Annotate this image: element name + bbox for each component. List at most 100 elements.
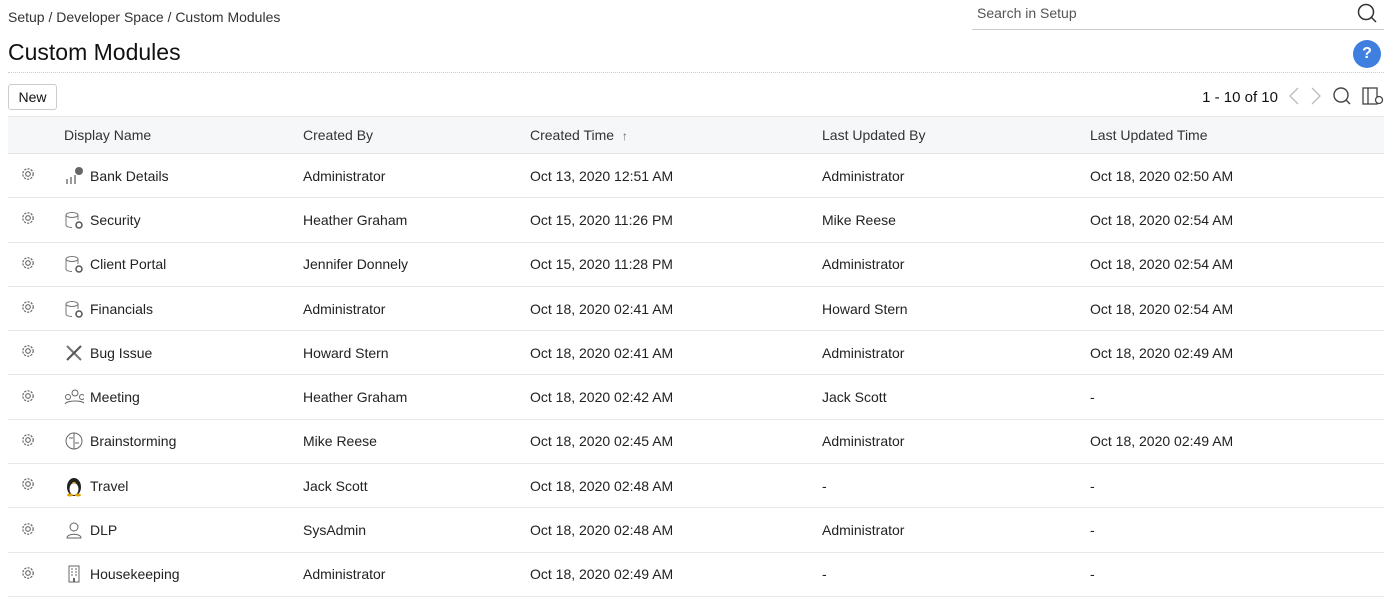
module-name[interactable]: Client Portal bbox=[90, 256, 167, 273]
modules-table: Display Name Created By Created Time ↑ L… bbox=[8, 116, 1384, 597]
table-row[interactable]: Security Heather Graham Oct 15, 2020 11:… bbox=[8, 197, 1384, 243]
header-last-updated-by[interactable]: Last Updated By bbox=[822, 116, 1090, 154]
module-name[interactable]: Travel bbox=[90, 477, 129, 494]
created-time: Oct 18, 2020 02:45 AM bbox=[530, 419, 822, 465]
last-updated-time: - bbox=[1090, 374, 1384, 420]
module-name[interactable]: Financials bbox=[90, 300, 154, 317]
search-input[interactable] bbox=[977, 0, 1347, 26]
last-updated-by: Administrator bbox=[822, 330, 1090, 376]
table-row[interactable]: Financials Administrator Oct 18, 2020 02… bbox=[8, 286, 1384, 332]
tools-icon bbox=[64, 343, 84, 363]
module-name[interactable]: DLP bbox=[90, 522, 118, 539]
last-updated-by: Jack Scott bbox=[822, 374, 1090, 420]
table-header: Display Name Created By Created Time ↑ L… bbox=[8, 116, 1384, 154]
chevron-right-icon[interactable] bbox=[1310, 86, 1322, 109]
table-row[interactable]: Bug Issue Howard Stern Oct 18, 2020 02:4… bbox=[8, 330, 1384, 376]
page-title: Custom Modules bbox=[8, 39, 181, 65]
gear-icon[interactable] bbox=[20, 345, 36, 362]
table-row[interactable]: Client Portal Jennifer Donnely Oct 15, 2… bbox=[8, 242, 1384, 287]
penguin-icon bbox=[64, 476, 84, 497]
module-name[interactable]: Security bbox=[90, 211, 141, 228]
created-time: Oct 18, 2020 02:41 AM bbox=[530, 330, 822, 376]
created-by: Administrator bbox=[303, 552, 530, 597]
search-icon[interactable] bbox=[1332, 86, 1352, 109]
gear-icon[interactable] bbox=[20, 434, 36, 451]
created-time: Oct 18, 2020 02:42 AM bbox=[530, 374, 822, 420]
created-time: Oct 18, 2020 02:49 AM bbox=[530, 552, 822, 597]
last-updated-time: Oct 18, 2020 02:49 AM bbox=[1090, 419, 1384, 465]
created-time: Oct 15, 2020 11:26 PM bbox=[530, 197, 822, 243]
header-created-time[interactable]: Created Time ↑ bbox=[530, 116, 822, 154]
module-name[interactable]: Housekeeping bbox=[90, 566, 180, 583]
search-setup bbox=[972, 0, 1384, 30]
created-time: Oct 18, 2020 02:48 AM bbox=[530, 463, 822, 509]
header-label: Created Time bbox=[530, 127, 615, 143]
gear-icon[interactable] bbox=[20, 212, 36, 229]
new-button[interactable]: New bbox=[8, 84, 57, 110]
gear-icon[interactable] bbox=[20, 478, 36, 495]
created-time: Oct 13, 2020 12:51 AM bbox=[530, 153, 822, 199]
pagination: 1 - 10 of 10 bbox=[1202, 86, 1384, 109]
created-by: Howard Stern bbox=[303, 330, 530, 376]
created-by: Jack Scott bbox=[303, 463, 530, 509]
last-updated-time: Oct 18, 2020 02:54 AM bbox=[1090, 242, 1384, 287]
last-updated-by: - bbox=[822, 463, 1090, 509]
help-icon[interactable]: ? bbox=[1353, 40, 1381, 68]
gear-icon[interactable] bbox=[20, 522, 36, 540]
last-updated-time: Oct 18, 2020 02:50 AM bbox=[1090, 153, 1384, 199]
chevron-left-icon[interactable] bbox=[1288, 86, 1300, 109]
sort-ascending-icon[interactable]: ↑ bbox=[621, 129, 628, 143]
header-created-by[interactable]: Created By bbox=[303, 116, 530, 154]
last-updated-by: Administrator bbox=[822, 153, 1090, 199]
database-gear-icon bbox=[64, 254, 84, 274]
building-icon bbox=[64, 564, 84, 584]
divider bbox=[8, 72, 1384, 73]
module-name[interactable]: Meeting bbox=[90, 389, 140, 406]
table-row[interactable]: Bank Details Administrator Oct 13, 2020 … bbox=[8, 153, 1384, 199]
created-by: Administrator bbox=[303, 286, 530, 332]
database-gear-icon bbox=[64, 210, 84, 230]
last-updated-time: Oct 18, 2020 02:49 AM bbox=[1090, 330, 1384, 376]
header-last-updated-time[interactable]: Last Updated Time bbox=[1090, 116, 1384, 154]
search-icon[interactable] bbox=[1356, 2, 1378, 27]
module-name[interactable]: Bug Issue bbox=[90, 344, 153, 361]
gear-icon[interactable] bbox=[20, 567, 36, 584]
last-updated-time: - bbox=[1090, 552, 1384, 597]
created-time: Oct 18, 2020 02:41 AM bbox=[530, 286, 822, 332]
gear-icon[interactable] bbox=[20, 168, 36, 185]
table-row[interactable]: Travel Jack Scott Oct 18, 2020 02:48 AM … bbox=[8, 463, 1384, 509]
module-name[interactable]: Brainstorming bbox=[90, 433, 177, 450]
user-icon bbox=[64, 520, 84, 540]
created-by: Mike Reese bbox=[303, 419, 530, 465]
last-updated-by: Howard Stern bbox=[822, 286, 1090, 332]
last-updated-by: Administrator bbox=[822, 242, 1090, 287]
record-count: 1 - 10 of 10 bbox=[1202, 89, 1278, 106]
last-updated-by: Administrator bbox=[822, 419, 1090, 465]
created-by: Heather Graham bbox=[303, 374, 530, 420]
created-by: Heather Graham bbox=[303, 197, 530, 243]
gear-icon[interactable] bbox=[20, 256, 36, 274]
module-name[interactable]: Bank Details bbox=[90, 167, 169, 184]
chart-icon bbox=[64, 166, 84, 186]
last-updated-time: Oct 18, 2020 02:54 AM bbox=[1090, 197, 1384, 243]
header-display-name[interactable]: Display Name bbox=[56, 116, 303, 154]
database-gear-icon bbox=[64, 299, 84, 319]
last-updated-time: Oct 18, 2020 02:54 AM bbox=[1090, 286, 1384, 332]
last-updated-time: - bbox=[1090, 507, 1384, 553]
breadcrumb[interactable]: Setup / Developer Space / Custom Modules bbox=[8, 9, 281, 25]
last-updated-by: - bbox=[822, 552, 1090, 597]
gear-icon[interactable] bbox=[20, 301, 36, 318]
table-row[interactable]: Housekeeping Administrator Oct 18, 2020 … bbox=[8, 552, 1384, 597]
table-row[interactable]: Brainstorming Mike Reese Oct 18, 2020 02… bbox=[8, 419, 1384, 465]
table-row[interactable]: Meeting Heather Graham Oct 18, 2020 02:4… bbox=[8, 374, 1384, 420]
last-updated-by: Mike Reese bbox=[822, 197, 1090, 243]
table-row[interactable]: DLP SysAdmin Oct 18, 2020 02:48 AM Admin… bbox=[8, 507, 1384, 553]
last-updated-time: - bbox=[1090, 463, 1384, 509]
brain-icon bbox=[64, 431, 84, 451]
column-settings-icon[interactable] bbox=[1362, 86, 1384, 109]
created-by: Administrator bbox=[303, 153, 530, 199]
created-by: Jennifer Donnely bbox=[303, 242, 530, 287]
meeting-icon bbox=[64, 387, 84, 407]
gear-icon[interactable] bbox=[20, 389, 36, 407]
last-updated-by: Administrator bbox=[822, 507, 1090, 553]
